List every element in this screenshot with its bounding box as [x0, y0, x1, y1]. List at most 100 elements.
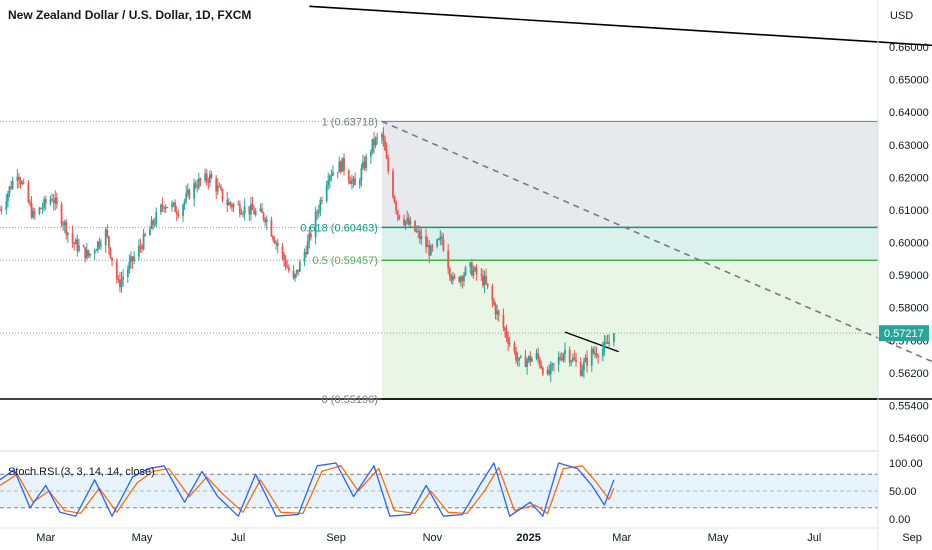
candle-body — [603, 341, 606, 349]
candle-body — [557, 357, 560, 365]
candle-body — [10, 186, 12, 189]
candle-body — [208, 174, 211, 183]
trend-line-wedge-top[interactable] — [564, 331, 619, 353]
candle-body — [463, 275, 465, 281]
time-tick-label: May — [708, 532, 729, 544]
trend-lines[interactable] — [0, 5, 932, 400]
candle-body — [55, 197, 58, 205]
candle-body — [11, 180, 14, 189]
candle-body — [529, 356, 532, 362]
fib-zone-2 — [381, 260, 878, 400]
candle-body — [376, 137, 379, 139]
trend-line-upper[interactable] — [309, 5, 932, 47]
candle-body — [93, 250, 96, 254]
candle-body — [330, 175, 333, 177]
price-tick-label: 0.64000 — [889, 107, 929, 119]
candle-body — [264, 219, 267, 223]
price-tick-label: 0.60000 — [889, 238, 929, 250]
candle-body — [504, 327, 506, 331]
last-price-label: 0.57217 — [884, 328, 924, 340]
candle-body — [535, 353, 538, 359]
candle-body — [571, 357, 574, 362]
candle-body — [303, 251, 306, 262]
candle-body — [95, 249, 98, 251]
candle-body — [141, 246, 143, 250]
candle-body — [142, 234, 145, 250]
candle-body — [33, 211, 36, 214]
candle-body — [450, 275, 453, 281]
time-tick-label: May — [132, 532, 153, 544]
candle-body — [480, 274, 483, 276]
candle-body — [425, 235, 427, 248]
candle-body — [84, 247, 87, 259]
candle-body — [62, 224, 65, 226]
candle-body — [130, 256, 132, 262]
candle-body — [60, 204, 63, 225]
candle-body — [137, 245, 140, 257]
candle-body — [392, 171, 394, 197]
candle-body — [343, 157, 345, 171]
stoch-tick-label: 50.00 — [889, 486, 917, 498]
time-tick-label: Sep — [902, 532, 922, 544]
candle-body — [582, 361, 585, 371]
candle-body — [420, 235, 423, 239]
candle-body — [530, 358, 533, 362]
candle-body — [472, 270, 475, 276]
candle-body — [339, 161, 342, 172]
candle-body — [502, 314, 505, 328]
candle-body — [182, 204, 184, 217]
candle-body — [73, 243, 76, 245]
candle-body — [365, 156, 368, 169]
candle-body — [497, 310, 500, 315]
candle-body — [428, 245, 431, 256]
currency-label[interactable]: USD — [890, 10, 913, 22]
candle-body — [309, 233, 312, 238]
stoch-tick-label: 0.00 — [889, 514, 910, 526]
candle-body — [21, 182, 23, 184]
candle-body — [316, 212, 319, 214]
candle-body — [592, 349, 595, 354]
indicator-label[interactable]: Stoch RSI (3, 3, 14, 14, close) — [8, 466, 155, 478]
candle-body — [89, 253, 91, 256]
price-tick-label: 0.56200 — [889, 368, 929, 380]
candle-body — [358, 180, 361, 185]
price-tick-label: 0.62000 — [889, 172, 929, 184]
candle-body — [144, 234, 147, 236]
candle-body — [87, 249, 90, 256]
trend-line-projection[interactable] — [381, 120, 932, 372]
candle-body — [551, 363, 554, 365]
candle-body — [74, 239, 77, 245]
price-tick-label: 0.63000 — [889, 140, 929, 152]
candle-body — [352, 178, 355, 181]
candle-body — [601, 348, 604, 357]
candle-body — [347, 170, 350, 181]
candle-body — [259, 208, 262, 211]
fib-level-label-2: 0.5 (0.59457) — [312, 255, 377, 267]
candle-body — [541, 368, 544, 374]
candle-body — [481, 275, 484, 286]
candle-body — [327, 180, 330, 185]
candle-body — [305, 251, 308, 255]
time-axis[interactable]: Mar May Jul Sep Nov 2025 Mar May Jul Sep — [0, 527, 922, 544]
candle-body — [281, 245, 284, 255]
candle-body — [164, 207, 167, 209]
candle-body — [275, 242, 278, 244]
price-tick-label: 0.58000 — [889, 303, 929, 315]
candle-body — [232, 204, 235, 208]
candle-body — [597, 355, 599, 357]
candle-body — [196, 186, 199, 188]
time-tick-label: Sep — [326, 532, 346, 544]
stoch-k-line[interactable] — [0, 462, 615, 517]
stoch-tick-label: 100.00 — [889, 458, 923, 470]
candle-body — [384, 140, 386, 151]
stoch-rsi-pane[interactable]: 100.00 50.00 0.00 — [0, 458, 923, 526]
candle-body — [590, 349, 593, 366]
time-tick-label: Mar — [36, 532, 55, 544]
candle-body — [437, 239, 440, 241]
candle-body — [220, 186, 222, 189]
candle-body — [579, 362, 582, 376]
candle-body — [564, 349, 566, 355]
candle-body — [407, 218, 410, 225]
